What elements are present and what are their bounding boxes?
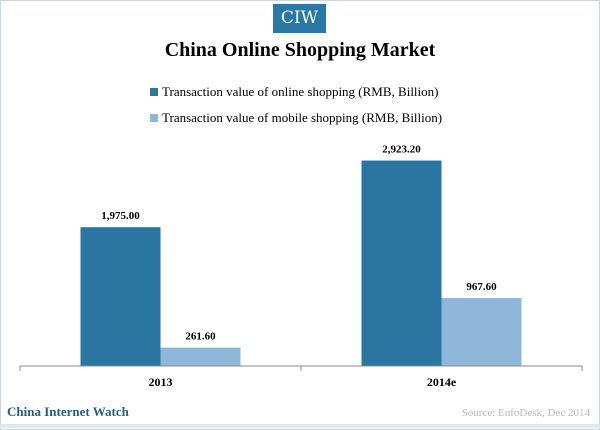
legend-label-online: Transaction value of online shopping (RM… <box>162 84 439 99</box>
ciw-logo: CIW <box>273 4 326 33</box>
legend-swatch-mobile <box>150 114 158 122</box>
bar-2014e-series-1 <box>441 297 522 366</box>
data-label: 1,975.00 <box>101 210 140 222</box>
footer-brand: China Internet Watch <box>7 404 129 419</box>
legend-item-online: Transaction value of online shopping (RM… <box>150 84 438 100</box>
legend-swatch-online <box>150 88 158 96</box>
chart-title: China Online Shopping Market <box>164 39 436 61</box>
data-label: 261.60 <box>185 331 216 343</box>
bar-2013-series-1 <box>160 347 241 366</box>
x-tick-label: 2013 <box>149 375 173 389</box>
legend-item-mobile: Transaction value of mobile shopping (RM… <box>150 110 442 126</box>
footer-divider <box>0 424 600 428</box>
legend-label-mobile: Transaction value of mobile shopping (RM… <box>162 110 443 125</box>
footer-source: Source: EnfoDesk, Dec 2014 <box>461 407 590 419</box>
bar-2014e-series-0 <box>361 160 442 366</box>
data-label: 967.60 <box>466 281 497 293</box>
x-tick-label: 2014e <box>427 375 457 389</box>
data-label: 2,923.20 <box>382 144 421 156</box>
bar-2013-series-0 <box>80 227 161 366</box>
